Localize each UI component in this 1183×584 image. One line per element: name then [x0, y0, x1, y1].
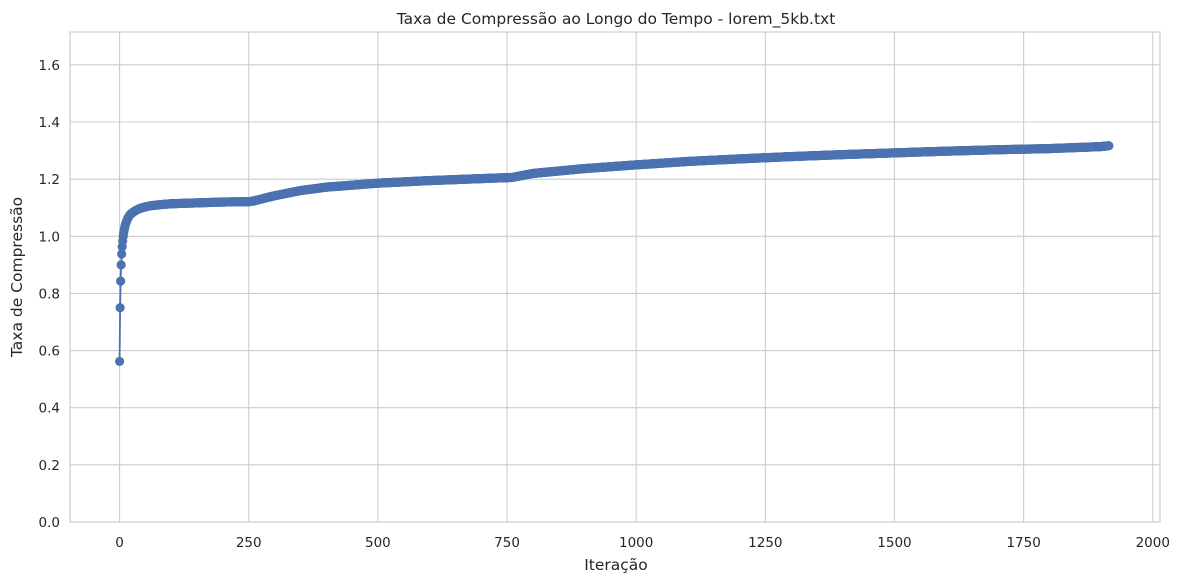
y-tick-label: 1.2	[39, 172, 60, 188]
data-point	[117, 249, 127, 259]
y-tick-label: 0.2	[39, 458, 60, 474]
y-tick-labels: 0.0 0.2 0.4 0.6 0.8 1.0 1.2 1.4 1.6	[39, 58, 60, 531]
x-tick-labels: 0 250 500 750 1000 1250 1500 1750 2000	[115, 535, 1170, 551]
y-tick-label: 0.6	[39, 344, 60, 360]
series-compression-ratio	[114, 141, 1114, 367]
x-tick-label: 1750	[1006, 535, 1040, 551]
x-axis-label: Iteração	[584, 556, 648, 574]
data-point	[116, 276, 126, 286]
grid-lines	[70, 32, 1160, 523]
x-tick-label: 1500	[877, 535, 911, 551]
data-point	[116, 260, 126, 270]
y-tick-label: 0.0	[39, 515, 60, 531]
plot-area-frame	[69, 31, 1161, 523]
x-tick-label: 1000	[619, 535, 653, 551]
x-tick-label: 0	[115, 535, 124, 551]
series-line	[118, 144, 1109, 362]
data-point	[114, 356, 125, 367]
y-tick-label: 0.8	[39, 286, 60, 302]
x-tick-label: 750	[494, 535, 520, 551]
x-tick-label: 1250	[748, 535, 782, 551]
data-point	[1104, 141, 1114, 151]
data-point	[115, 303, 125, 313]
x-tick-label: 250	[236, 535, 262, 551]
y-tick-label: 0.4	[39, 401, 60, 417]
y-tick-label: 1.0	[39, 229, 60, 245]
y-tick-label: 1.6	[39, 58, 60, 74]
x-tick-label: 2000	[1136, 535, 1170, 551]
y-axis-label: Taxa de Compressão	[8, 197, 26, 358]
chart-title: Taxa de Compressão ao Longo do Tempo - l…	[396, 10, 836, 29]
x-tick-label: 500	[365, 535, 391, 551]
y-tick-label: 1.4	[39, 115, 60, 131]
